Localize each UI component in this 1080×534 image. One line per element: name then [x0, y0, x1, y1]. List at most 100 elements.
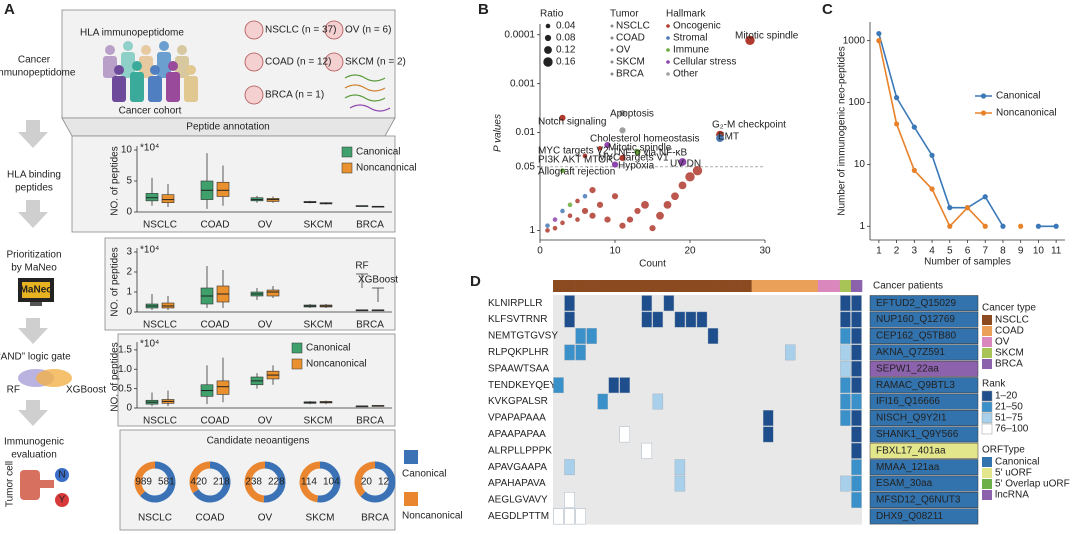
legend-swatch — [404, 450, 418, 464]
peptide-label: AEGLGVAVY — [488, 495, 548, 506]
legend-marker — [610, 60, 614, 64]
point — [982, 194, 988, 200]
donut-value: 20 — [361, 477, 373, 488]
flow-arrow — [18, 120, 48, 426]
point — [641, 200, 649, 209]
cohort-label: Cancer cohort — [119, 106, 182, 117]
gene-box — [869, 475, 979, 492]
step-label: by MaNeo — [11, 263, 57, 274]
scale-label: *10⁴ — [140, 143, 159, 154]
gene-label: NUP160_Q12769 — [876, 314, 955, 325]
peptide-label: SPAAWTSAA — [488, 363, 549, 374]
peptide-label: NEMTGTGVSY — [488, 331, 558, 342]
y-tick-label: 0.001 — [510, 78, 535, 89]
point — [663, 200, 672, 209]
point — [545, 223, 550, 228]
point — [634, 207, 641, 215]
cancer-bar — [641, 280, 653, 292]
donut-segment — [360, 461, 396, 503]
heatmap-cell — [575, 328, 586, 344]
step-label: Immunopeptidome — [0, 68, 76, 79]
donut-value: 581 — [158, 477, 175, 488]
point — [671, 192, 679, 201]
cancer-bar — [696, 280, 708, 292]
monitor-label: MaNeo — [20, 285, 53, 296]
gene-label: CEP162_Q5TB80 — [876, 331, 956, 342]
gene-box — [869, 426, 979, 443]
point-label: PI3K AKT MTOR — [538, 155, 613, 166]
point — [575, 217, 580, 222]
step-label: evaluation — [11, 450, 57, 461]
point — [656, 211, 664, 220]
donut-value: 114 — [301, 477, 317, 488]
gene-label: EFTUD2_Q15029 — [876, 298, 956, 309]
heatmap-cell — [652, 393, 664, 410]
point — [567, 202, 573, 208]
heatmap-cell — [641, 295, 653, 312]
point-label: MYC targets V2 — [538, 146, 609, 157]
point — [589, 212, 596, 219]
point — [947, 205, 953, 211]
heatmap-cell — [851, 492, 862, 508]
people-icon — [103, 41, 198, 102]
y-tick-label: 0 — [126, 307, 132, 318]
heatmap-cell — [851, 442, 862, 459]
heatmap-cell — [851, 377, 862, 394]
point — [567, 213, 573, 218]
peptide-label: KLNIRPLLR — [488, 298, 542, 309]
heatmap-cell — [564, 344, 575, 361]
cancer-bar — [762, 280, 775, 292]
point — [678, 181, 687, 190]
x-tick-label: COAD — [201, 220, 230, 231]
cancer-bar — [630, 280, 642, 292]
peptide-label: VPAPAPAAA — [488, 413, 546, 424]
cancer-bar — [619, 280, 631, 292]
x-tick-label: 3 — [912, 246, 918, 257]
y-tick-label: 0 — [126, 207, 132, 218]
point — [634, 148, 641, 156]
peptide-icon — [344, 74, 391, 112]
boxplot-frame — [104, 237, 396, 331]
y-tick-label: 0.01 — [516, 127, 536, 138]
legend-marker — [666, 24, 670, 28]
legend-marker — [666, 72, 670, 76]
peptide-label: KVKGPALSR — [488, 396, 548, 407]
legend-label: COAD — [616, 33, 645, 44]
panel-letter: C — [822, 1, 833, 18]
step-label: Cancer — [18, 55, 51, 66]
x-tick-label: COAD — [201, 320, 230, 331]
legend-title: ORFType — [982, 445, 1025, 456]
cancer-bar — [707, 280, 719, 292]
heatmap-cell — [553, 377, 564, 394]
heatmap-cell — [696, 311, 708, 328]
y-tick-label: 0.05 — [516, 161, 536, 172]
legend-swatch — [981, 390, 993, 402]
organ-icon — [244, 20, 344, 105]
point — [560, 168, 565, 173]
heatmap-cell — [785, 344, 796, 361]
point-label: Notch signaling — [538, 117, 606, 128]
heatmap-cell — [685, 311, 697, 328]
point-label: MYC targets V1 — [598, 153, 669, 164]
legend-label: 5' Overlap uORF — [995, 479, 1070, 490]
x-tick-label: SKCM — [304, 416, 333, 427]
point — [1018, 223, 1024, 229]
x-tick-label: 5 — [947, 246, 953, 257]
heatmap-cell — [597, 393, 608, 410]
heatmap-cell — [619, 377, 630, 394]
x-tick-label: 30 — [759, 246, 771, 257]
legend-label: OV — [616, 45, 631, 56]
legend-label: 1–20 — [995, 391, 1018, 402]
cancer-bar — [817, 280, 830, 292]
line — [878, 33, 1057, 228]
point — [876, 38, 882, 44]
cancer-bar — [553, 280, 565, 292]
content: A B C D Cancer Immunopeptidome HLA binding pept… — [0, 1, 1070, 525]
point — [581, 207, 589, 215]
step-label: “AND” logic gate — [0, 352, 71, 363]
legend-label: BRCA — [616, 69, 644, 80]
point — [611, 193, 619, 200]
legend-label: SKCM — [995, 348, 1024, 359]
donut-segment — [354, 461, 376, 497]
gene-label: SEPW1_22aa — [876, 363, 939, 374]
